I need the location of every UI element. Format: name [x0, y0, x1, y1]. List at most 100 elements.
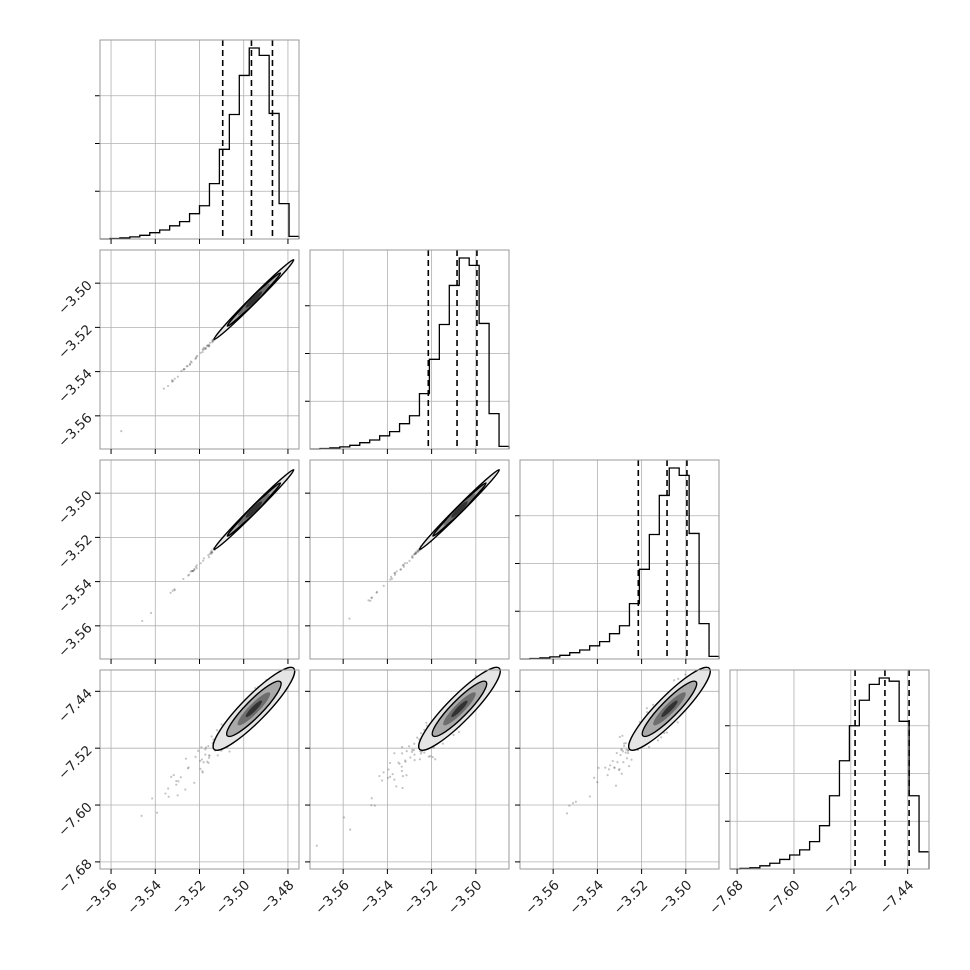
x-tick-label: −7.52: [820, 877, 861, 918]
sample-point: [166, 384, 170, 388]
sample-point: [588, 795, 592, 798]
x-tick-label: −3.56: [80, 877, 121, 918]
sample-point: [201, 770, 204, 773]
sample-point: [676, 721, 679, 724]
x-tick-label: −3.56: [312, 877, 353, 918]
sample-point: [389, 578, 392, 581]
sample-point: [616, 761, 619, 764]
sample-point: [399, 568, 403, 571]
sample-point: [175, 779, 178, 783]
y-tick-label: −3.54: [55, 366, 96, 407]
y-tick-label: −3.50: [55, 278, 96, 319]
sample-point: [182, 577, 185, 581]
sample-point: [199, 767, 202, 770]
sample-point: [425, 721, 428, 724]
sample-point: [617, 768, 621, 772]
sample-point: [627, 751, 630, 755]
sample-point: [405, 774, 408, 777]
x-tick-label: −3.50: [213, 877, 254, 918]
sample-point: [173, 377, 176, 380]
sample-point: [195, 357, 198, 360]
sample-point: [208, 341, 212, 344]
contour-level-4: [245, 501, 263, 518]
sample-point: [207, 744, 210, 748]
x-tick-label: −3.54: [124, 877, 165, 918]
sample-point: [622, 761, 625, 764]
x-tick-label: −3.56: [522, 877, 563, 918]
sample-point: [390, 577, 394, 580]
sample-point: [191, 569, 194, 573]
contour-level-4: [661, 700, 678, 718]
sample-point: [388, 761, 392, 765]
sample-point: [401, 752, 404, 755]
sample-point: [140, 814, 143, 817]
sample-point: [167, 795, 170, 798]
sample-point: [390, 575, 393, 578]
sample-point: [199, 562, 202, 565]
sample-point: [202, 346, 205, 349]
sample-point: [398, 762, 401, 765]
sample-point: [193, 568, 196, 571]
sample-point: [210, 735, 213, 738]
sample-point: [393, 778, 396, 781]
panel-2-1: [305, 459, 510, 664]
sample-point: [416, 549, 419, 552]
sample-point: [183, 367, 186, 371]
sample-point: [206, 344, 209, 347]
sample-point: [220, 723, 223, 726]
panel-frame: [729, 669, 930, 870]
sample-point: [625, 757, 629, 760]
contour-level-4: [451, 501, 468, 518]
sample-point: [382, 771, 385, 774]
sample-point: [176, 794, 179, 797]
sample-point: [626, 749, 630, 752]
panel-frame: [519, 669, 720, 870]
sample-point: [141, 619, 144, 623]
sample-point: [210, 552, 213, 555]
panel-3-1: −3.56 −3.54 −3.52 −3.50: [305, 666, 510, 918]
sample-point: [405, 750, 408, 753]
sample-point: [623, 744, 626, 748]
sample-point: [606, 774, 609, 777]
sample-point: [574, 800, 577, 803]
sample-point: [393, 571, 396, 575]
x-tick-label: −3.50: [655, 877, 696, 918]
sample-point: [204, 347, 208, 350]
sample-point: [565, 812, 569, 815]
sample-point: [413, 552, 416, 556]
sample-point: [672, 679, 676, 682]
sample-point: [441, 742, 445, 745]
sample-point: [414, 552, 417, 555]
sample-point: [201, 771, 204, 774]
sample-point: [196, 354, 199, 358]
sample-point: [176, 375, 179, 378]
sample-point: [382, 584, 385, 587]
y-tick-label: −7.52: [55, 743, 96, 784]
sample-point: [156, 811, 159, 814]
sample-point: [202, 348, 205, 351]
sample-point: [192, 569, 195, 573]
sample-point: [660, 736, 663, 739]
sample-point: [409, 756, 412, 759]
sample-point: [627, 749, 630, 752]
sample-point: [370, 596, 373, 599]
sample-point: [171, 589, 174, 592]
panel-2-2: [515, 459, 720, 664]
sample-point: [413, 553, 416, 556]
sample-point: [375, 590, 379, 594]
x-tick-label: −3.48: [257, 877, 298, 918]
sample-point: [164, 792, 167, 795]
panel-0-0: [95, 39, 300, 244]
x-tick-label: −3.52: [169, 877, 210, 918]
sample-point: [420, 750, 423, 753]
sample-point: [120, 430, 123, 433]
panel-frame: [519, 459, 720, 660]
sample-point: [624, 751, 627, 754]
sample-point: [194, 565, 197, 569]
sample-point: [434, 758, 437, 761]
sample-point: [151, 797, 154, 800]
sample-point: [416, 551, 419, 554]
y-tick-label: −3.50: [55, 488, 96, 529]
sample-point: [684, 673, 687, 676]
sample-point: [656, 739, 660, 742]
